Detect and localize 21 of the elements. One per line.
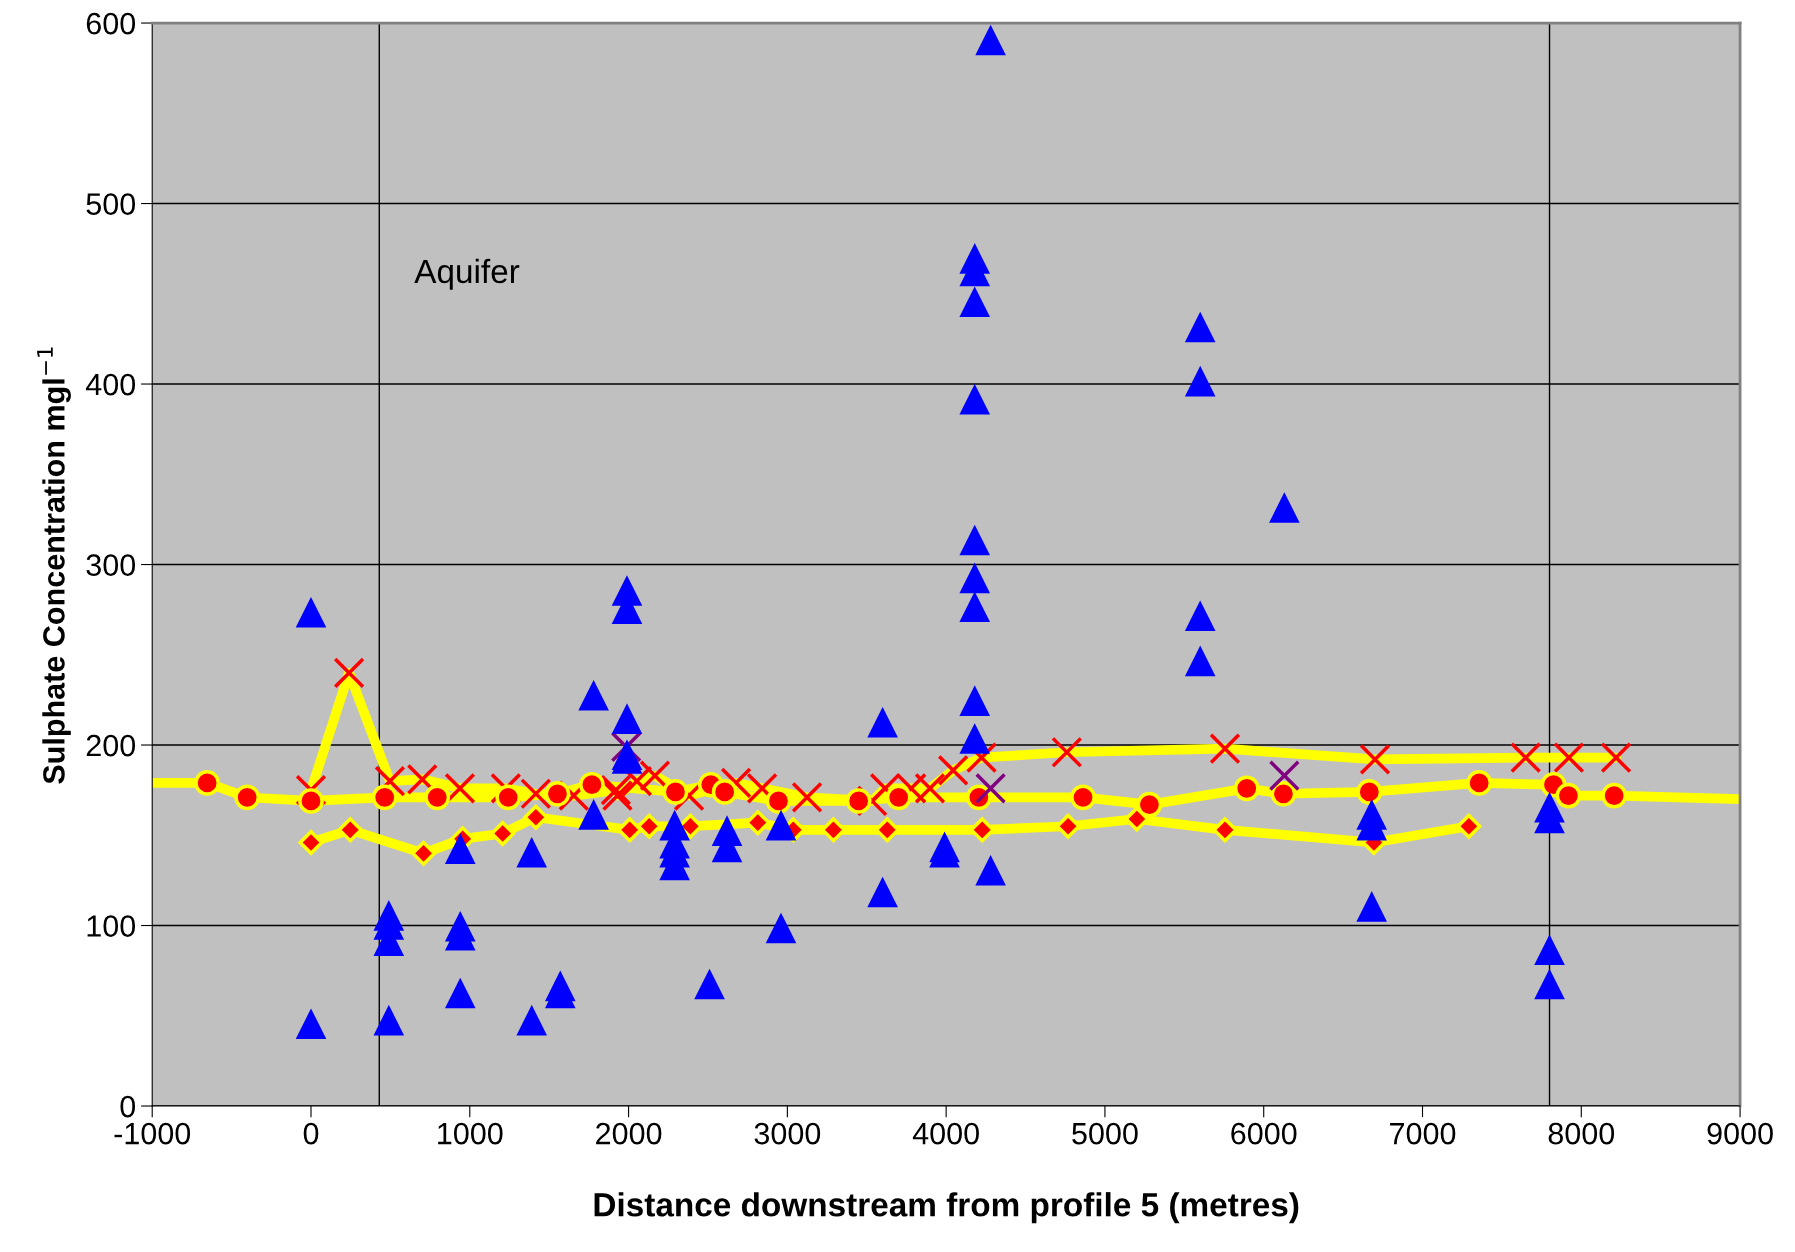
x-tick-label: 3000 [754, 1122, 821, 1145]
y-tick-label: 300 [86, 554, 136, 576]
x-tick-label: 5000 [1072, 1122, 1138, 1145]
y-tick-label: 0 [120, 1095, 136, 1118]
x-tick-label: 1000 [438, 1122, 503, 1145]
x-tick-label: 9000 [1707, 1122, 1773, 1145]
x-tick-label: 2000 [596, 1122, 662, 1145]
x-axis-title: Distance downstream from profile 5 (metres) [594, 1192, 1299, 1224]
y-tick-label: 200 [86, 734, 136, 757]
y-tick-label: 500 [86, 193, 136, 215]
x-tick-label: 8000 [1548, 1122, 1615, 1145]
x-tick-label: 7000 [1390, 1122, 1456, 1145]
x-tick-label: 6000 [1231, 1122, 1297, 1145]
annotation: Aquifer [414, 258, 520, 290]
y-tick-label: 100 [87, 915, 136, 937]
x-tick-label: 0 [303, 1122, 319, 1145]
x-tick-label: -1000 [114, 1122, 191, 1145]
x-tick-label: 4000 [912, 1122, 979, 1145]
y-tick-label: 600 [86, 12, 136, 35]
y-axis-title: Sulphate Concentration mgl$^{−1}$ [37, 347, 71, 784]
y-tick-label: 400 [85, 373, 136, 396]
